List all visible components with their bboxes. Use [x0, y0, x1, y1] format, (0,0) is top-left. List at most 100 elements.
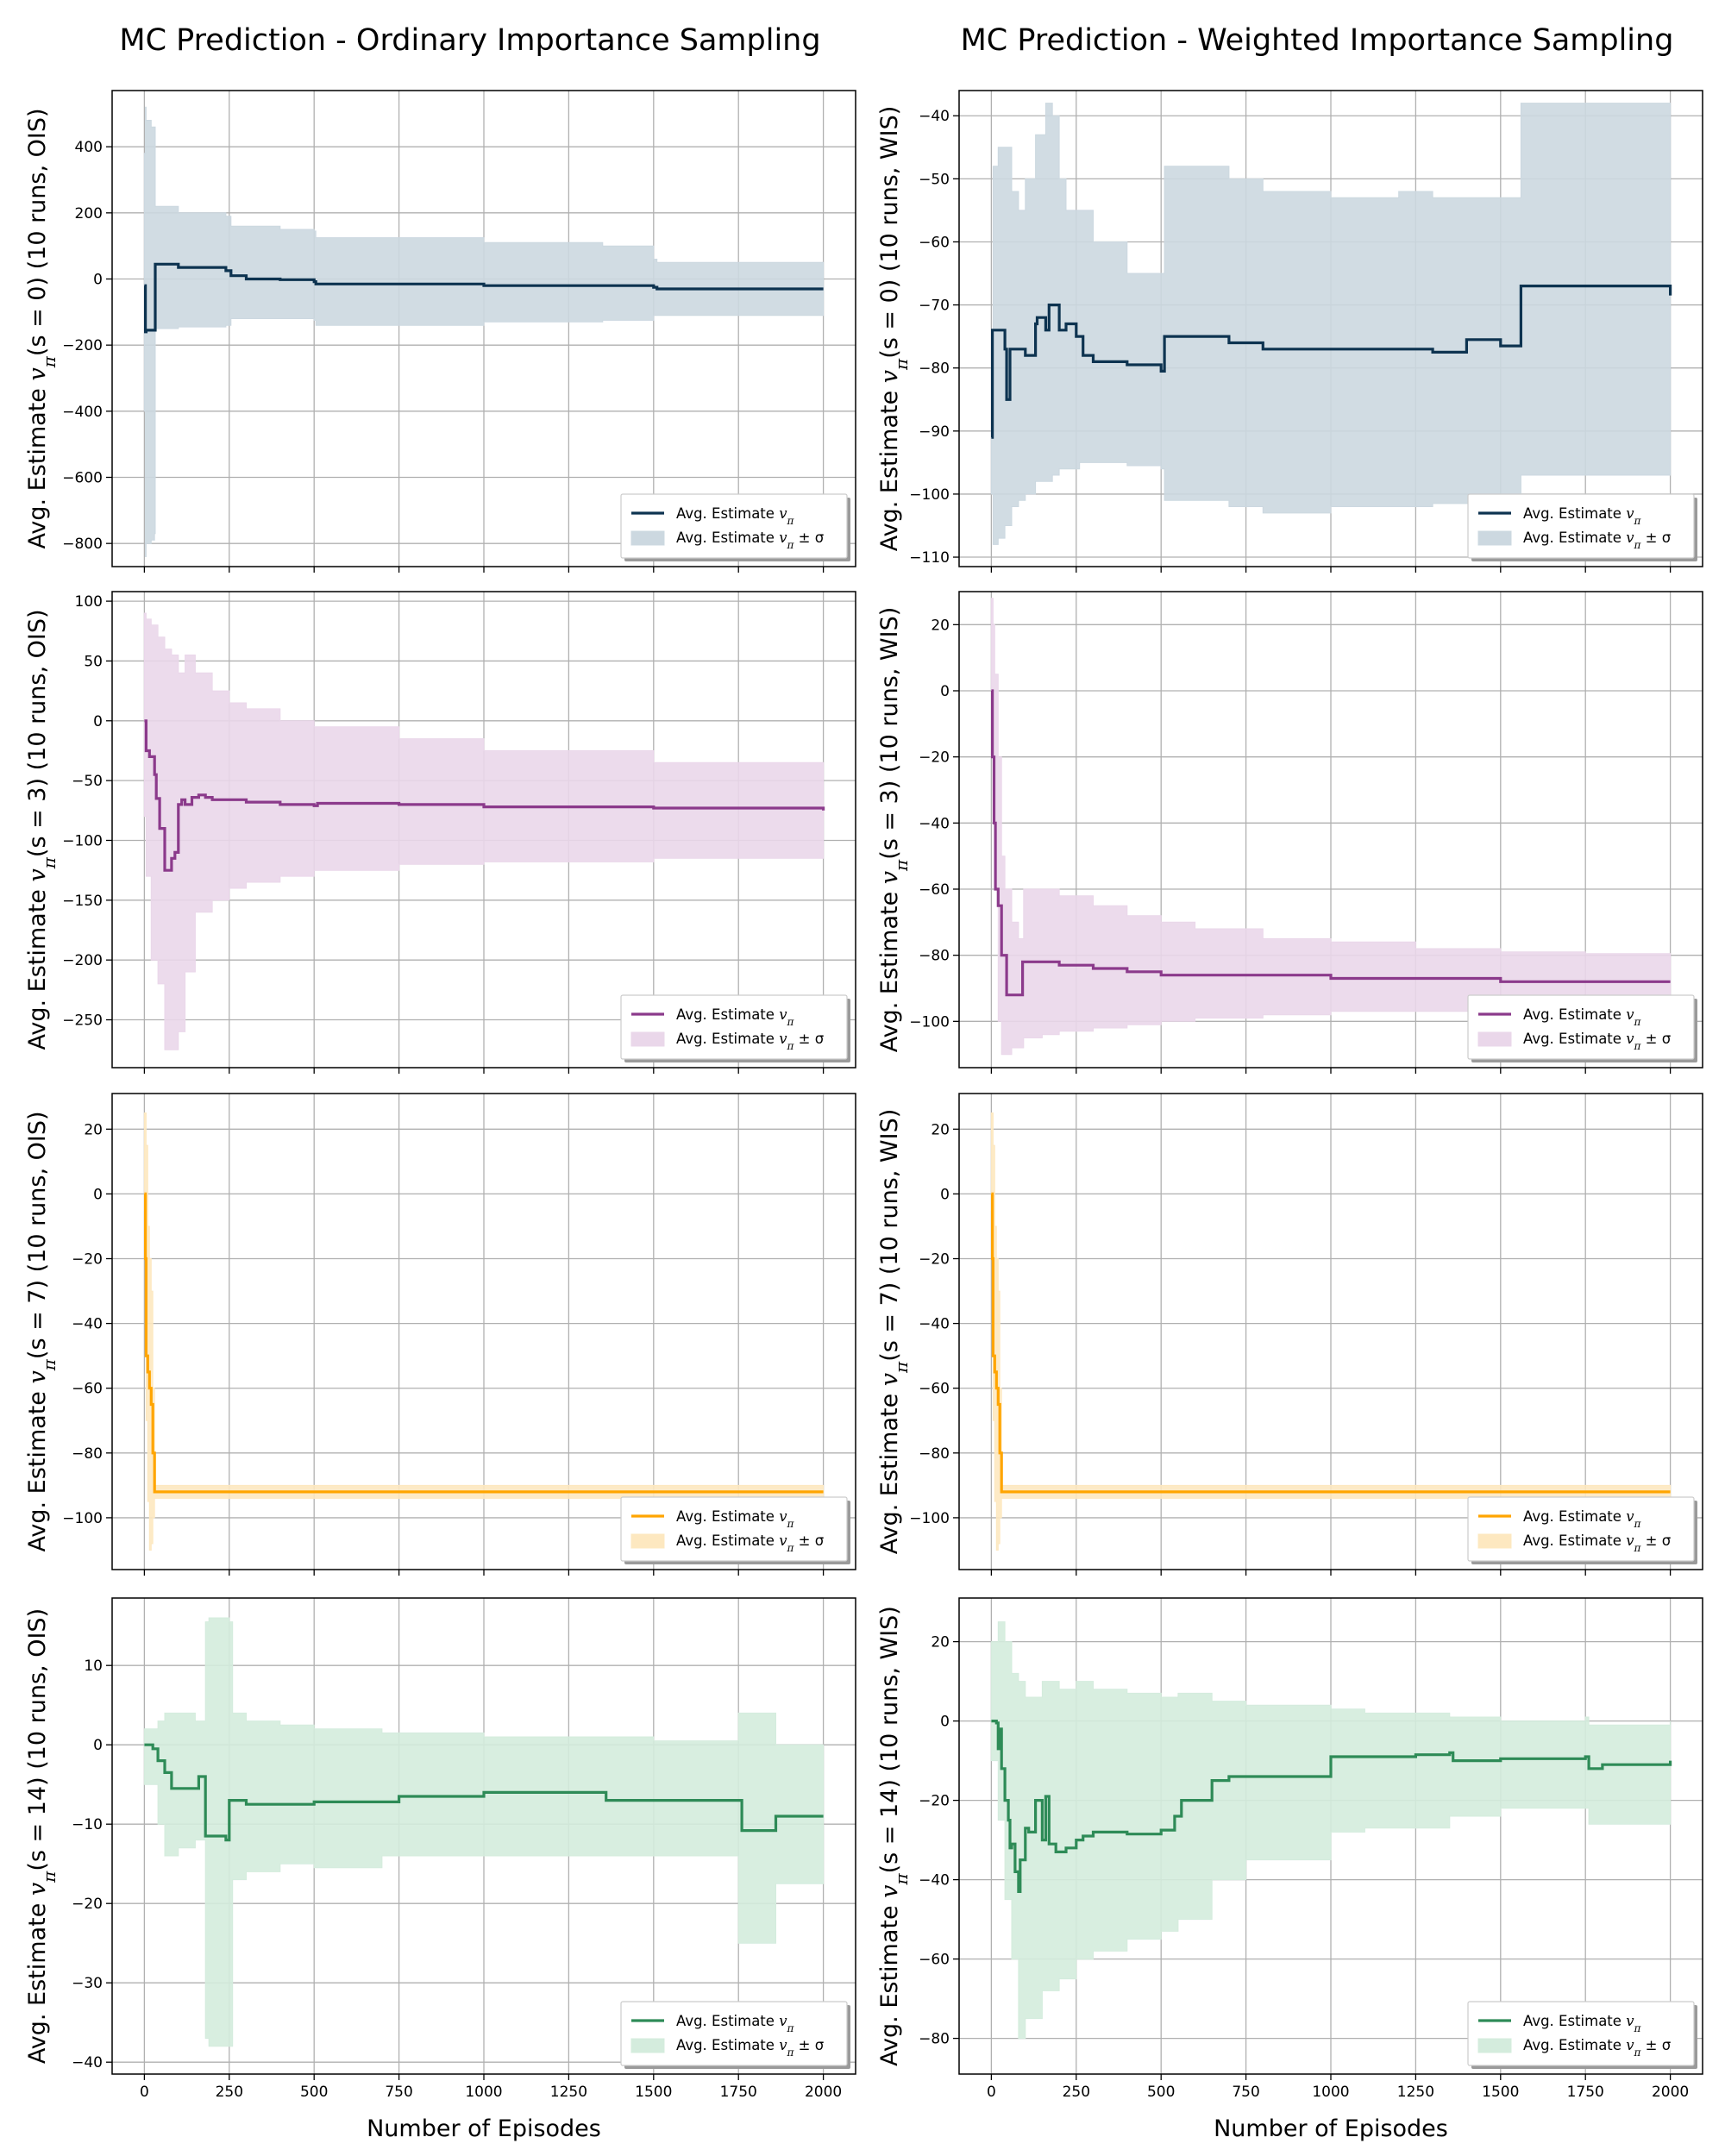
- tick-marks: 400 200 0 −200 −400 −600 −800: [62, 139, 825, 573]
- y-tick-label: −80: [919, 948, 950, 965]
- tick-marks: 20 0 −20 −40 −60 −80 −100: [62, 1121, 825, 1576]
- x-tick-label: 2000: [805, 2084, 842, 2101]
- tick-marks: −40 −50 −60 −70 −80 −90 −100 −110: [909, 108, 1672, 573]
- tick-marks: 20 0 −20 −40 −60 −80 −100: [909, 1121, 1672, 1576]
- legend-band-swatch: [630, 1031, 665, 1047]
- y-tick-label: −60: [919, 234, 950, 251]
- y-tick-label: −50: [919, 171, 950, 188]
- y-tick-label: −200: [62, 952, 103, 969]
- y-tick-label: 0: [940, 1714, 950, 1731]
- y-axis-label: Avg. Estimate vπ(s = 7) (10 runs, OIS): [24, 1111, 60, 1551]
- tick-marks: 100 50 0 −50 −100 −150 −200 −250: [62, 593, 825, 1074]
- x-tick-label: 1500: [1482, 2084, 1519, 2101]
- mean-line: [144, 262, 824, 334]
- x-tick-label: 750: [1232, 2084, 1259, 2101]
- y-tick-label: 400: [75, 139, 103, 156]
- x-tick-label: 250: [216, 2084, 243, 2101]
- y-tick-label: −70: [919, 298, 950, 315]
- y-tick-label: 50: [84, 653, 103, 670]
- mean-line: [991, 689, 1671, 997]
- y-tick-label: 200: [75, 205, 103, 222]
- tick-marks: 0 250 500 750 1000 1250 1500 1750 2000 10 0 −10 −20 −…: [72, 1658, 842, 2101]
- x-tick-label: 250: [1063, 2084, 1090, 2101]
- legend-box: [620, 1496, 848, 1562]
- legend-label-band: Avg. Estimate vπ ± σ: [1523, 2037, 1671, 2059]
- x-tick-label: 750: [385, 2084, 412, 2101]
- plot-area: [990, 1621, 1672, 2040]
- x-tick-label: 1750: [720, 2084, 757, 2101]
- y-tick-label: −110: [909, 549, 950, 567]
- y-tick-label: −90: [919, 423, 950, 441]
- x-tick-label: 500: [1147, 2084, 1175, 2101]
- y-axis-label: Avg. Estimate vπ(s = 0) (10 runs, WIS): [876, 106, 912, 551]
- legend-box: [620, 2001, 848, 2066]
- y-tick-label: 20: [84, 1121, 103, 1138]
- y-tick-label: −80: [919, 1445, 950, 1463]
- legend-label-mean: Avg. Estimate vπ: [676, 1508, 795, 1530]
- x-tick-label: 500: [300, 2084, 328, 2101]
- y-tick-label: −100: [62, 1510, 103, 1527]
- y-tick-label: −20: [919, 1251, 950, 1269]
- mean-line: [991, 1720, 1672, 1893]
- y-tick-label: −100: [909, 1510, 950, 1527]
- std-band: [143, 1617, 825, 2047]
- x-axis-label: Number of Episodes: [1214, 2115, 1448, 2142]
- legend-label-mean: Avg. Estimate vπ: [1523, 505, 1642, 527]
- y-tick-label: 0: [940, 1186, 950, 1203]
- y-axis-label: Avg. Estimate vπ(s = 7) (10 runs, WIS): [876, 1109, 912, 1554]
- y-tick-label: −60: [72, 1381, 103, 1398]
- y-tick-label: 100: [75, 593, 103, 611]
- y-tick-label: −30: [72, 1975, 103, 1992]
- x-tick-label: 1000: [1312, 2084, 1349, 2101]
- y-tick-label: −80: [72, 1445, 103, 1463]
- y-tick-label: 0: [93, 1737, 103, 1754]
- mean-line: [991, 285, 1672, 439]
- y-tick-label: −40: [919, 815, 950, 832]
- y-tick-label: 20: [931, 1121, 950, 1138]
- y-tick-label: −600: [62, 470, 103, 487]
- y-tick-label: −20: [919, 749, 950, 767]
- y-tick-label: −60: [919, 1952, 950, 1969]
- y-tick-label: −40: [72, 1316, 103, 1333]
- mean-line: [144, 719, 825, 872]
- legend-band-swatch: [1477, 1031, 1512, 1047]
- y-tick-label: 20: [931, 1634, 950, 1651]
- y-tick-label: −10: [72, 1816, 103, 1833]
- legend-band-swatch: [1477, 2038, 1512, 2053]
- legend-box: [1467, 2001, 1695, 2066]
- y-tick-label: −100: [62, 832, 103, 849]
- y-tick-label: 0: [940, 683, 950, 700]
- x-tick-label: 1500: [635, 2084, 672, 2101]
- legend-band-swatch: [630, 1533, 665, 1549]
- x-tick-label: 0: [140, 2084, 149, 2101]
- legend-box: [620, 493, 848, 559]
- legend-label-band: Avg. Estimate vπ ± σ: [1523, 530, 1671, 551]
- panel-s14-wis: 0 250 500 750 1000 1250 1500 1750 2000 20 0 −20 −40 −…: [876, 1597, 1703, 2142]
- plot-area: [143, 1617, 825, 2047]
- y-tick-label: −20: [72, 1896, 103, 1913]
- right-column-title: MC Prediction - Weighted Importance Samp…: [961, 23, 1674, 58]
- y-tick-label: −40: [919, 1872, 950, 1890]
- y-tick-label: −400: [62, 404, 103, 421]
- y-tick-label: −250: [62, 1012, 103, 1030]
- legend-label-band: Avg. Estimate vπ ± σ: [676, 2037, 824, 2059]
- gridlines: [112, 91, 856, 567]
- y-tick-label: −60: [919, 1381, 950, 1398]
- y-tick-label: 0: [93, 272, 103, 289]
- y-axis-label: Avg. Estimate vπ(s = 14) (10 runs, WIS): [876, 1606, 912, 2066]
- y-tick-label: −40: [72, 2054, 103, 2071]
- legend-box: [1467, 994, 1695, 1060]
- y-tick-label: −20: [919, 1793, 950, 1810]
- x-tick-label: 1750: [1567, 2084, 1604, 2101]
- tick-marks: 20 0 −20 −40 −60 −80 −100: [909, 617, 1672, 1074]
- legend-label-band: Avg. Estimate vπ ± σ: [676, 1031, 824, 1052]
- legend-label-band: Avg. Estimate vπ ± σ: [1523, 1532, 1671, 1554]
